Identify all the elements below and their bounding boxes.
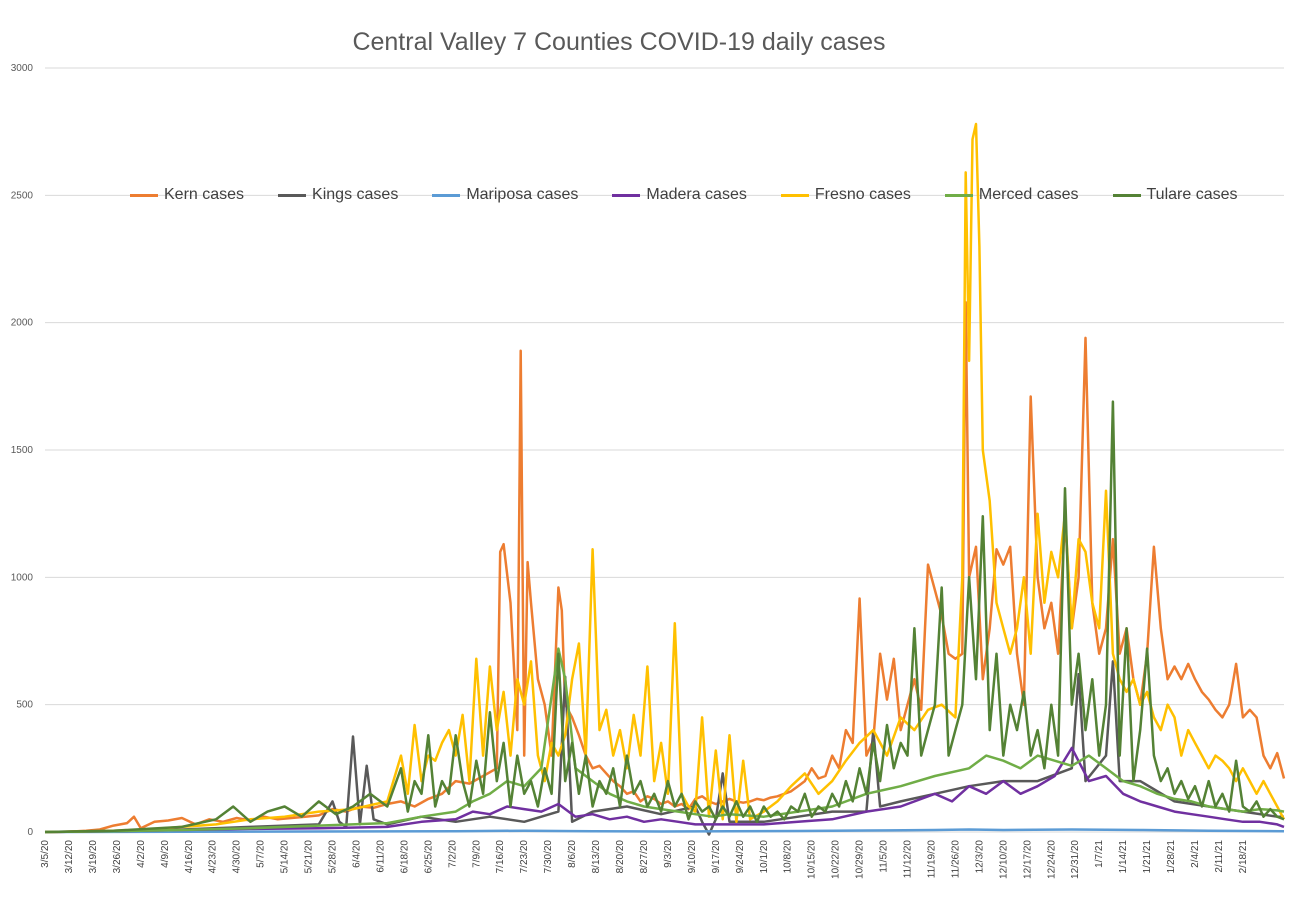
x-tick-label: 10/8/20 <box>783 840 794 874</box>
legend-label: Kings cases <box>312 186 399 203</box>
legend-item: Kern cases <box>130 186 244 204</box>
x-tick-label: 5/28/20 <box>328 840 339 874</box>
x-tick-label: 12/31/20 <box>1070 840 1081 879</box>
x-tick-label: 4/9/20 <box>160 840 171 868</box>
x-tick-label: 1/14/21 <box>1118 840 1129 874</box>
legend: Kern cases Kings cases Mariposa cases Mader… <box>130 186 1272 204</box>
x-tick-label: 6/25/20 <box>423 840 434 874</box>
x-tick-label: 9/10/20 <box>687 840 698 874</box>
x-tick-label: 9/17/20 <box>711 840 722 874</box>
x-tick-label: 12/3/20 <box>974 840 985 874</box>
x-tick-label: 11/26/20 <box>950 840 961 879</box>
x-tick-label: 5/14/20 <box>280 840 291 874</box>
series-line-kings-cases <box>44 660 1284 836</box>
x-tick-label: 1/28/21 <box>1166 840 1177 874</box>
x-tick-label: 4/2/20 <box>136 840 147 868</box>
legend-swatch <box>780 193 809 197</box>
legend-swatch <box>612 193 641 197</box>
x-tick-label: 9/24/20 <box>735 840 746 874</box>
series-line-merced-cases <box>44 647 1285 834</box>
y-tick-label: 2500 <box>11 190 34 201</box>
chart-title: Central Valley 7 Counties COVID-19 daily… <box>352 28 886 56</box>
series-line-fresno-cases <box>44 122 1286 834</box>
legend-item: Merced cases <box>944 186 1079 204</box>
x-tick-label: 10/15/20 <box>807 840 818 879</box>
y-tick-label: 3000 <box>11 63 34 74</box>
x-tick-label: 7/30/20 <box>543 840 554 874</box>
legend-swatch <box>278 193 307 197</box>
legend-item: Tulare cases <box>1112 186 1238 204</box>
x-tick-label: 2/4/21 <box>1190 840 1201 868</box>
legend-swatch <box>1112 193 1141 197</box>
series-line-madera-cases <box>44 746 1285 834</box>
legend-label: Tulare cases <box>1146 186 1238 203</box>
y-tick-label: 500 <box>16 700 33 711</box>
x-tick-label: 10/22/20 <box>831 840 842 879</box>
x-tick-label: 12/10/20 <box>998 840 1009 879</box>
x-tick-label: 10/29/20 <box>855 840 866 879</box>
x-tick-label: 3/19/20 <box>88 840 99 874</box>
x-tick-label: 6/11/20 <box>375 840 386 873</box>
legend-label: Fresno cases <box>814 186 911 203</box>
x-tick-label: 10/1/20 <box>759 840 770 874</box>
x-tick-label: 4/30/20 <box>232 840 243 874</box>
x-tick-label: 2/11/21 <box>1214 840 1225 873</box>
legend-label: Mariposa cases <box>466 186 579 203</box>
legend-swatch <box>130 193 158 197</box>
x-tick-label: 2/18/21 <box>1238 840 1249 874</box>
x-tick-label: 7/23/20 <box>519 840 530 874</box>
legend-item: Fresno cases <box>780 186 911 204</box>
legend-item: Madera cases <box>612 186 747 204</box>
legend-label: Kern cases <box>164 186 245 203</box>
series-line-tulare-cases <box>44 400 1285 834</box>
x-tick-label: 9/3/20 <box>663 840 674 868</box>
legend-item: Mariposa cases <box>432 186 578 204</box>
x-tick-label: 7/9/20 <box>471 840 482 868</box>
x-tick-label: 4/16/20 <box>184 840 195 874</box>
x-tick-label: 6/4/20 <box>351 840 362 868</box>
x-tick-label: 3/5/20 <box>40 840 51 868</box>
x-tick-label: 11/5/20 <box>879 840 890 873</box>
legend-label: Merced cases <box>978 186 1079 203</box>
x-tick-label: 7/16/20 <box>495 840 506 874</box>
x-tick-label: 5/21/20 <box>304 840 315 874</box>
x-tick-label: 8/13/20 <box>591 840 602 874</box>
x-tick-label: 12/17/20 <box>1022 840 1033 879</box>
x-tick-label: 1/21/21 <box>1142 840 1153 874</box>
x-tick-label: 8/27/20 <box>639 840 650 874</box>
x-tick-label: 11/19/20 <box>926 840 937 879</box>
x-tick-label: 4/23/20 <box>208 840 219 874</box>
x-tick-label: 8/6/20 <box>567 840 578 868</box>
legend-label: Madera cases <box>646 186 747 203</box>
y-tick-label: 2000 <box>11 318 34 329</box>
x-tick-label: 1/7/21 <box>1094 840 1105 868</box>
x-tick-label: 11/12/20 <box>903 840 914 879</box>
x-tick-label: 7/2/20 <box>447 840 458 868</box>
legend-swatch <box>944 193 973 197</box>
legend-swatch <box>432 193 461 197</box>
x-tick-label: 12/24/20 <box>1046 840 1057 879</box>
legend-item: Kings cases <box>278 186 398 204</box>
x-tick-label: 5/7/20 <box>256 840 267 868</box>
y-tick-label: 1500 <box>11 445 34 456</box>
x-tick-label: 3/26/20 <box>112 840 123 874</box>
series-line-mariposa-cases <box>44 828 1285 834</box>
x-tick-label: 6/18/20 <box>399 840 410 874</box>
y-tick-label: 1000 <box>11 572 34 583</box>
y-tick-label: 0 <box>27 827 33 838</box>
x-tick-label: 8/20/20 <box>615 840 626 874</box>
x-tick-label: 3/12/20 <box>64 840 75 874</box>
